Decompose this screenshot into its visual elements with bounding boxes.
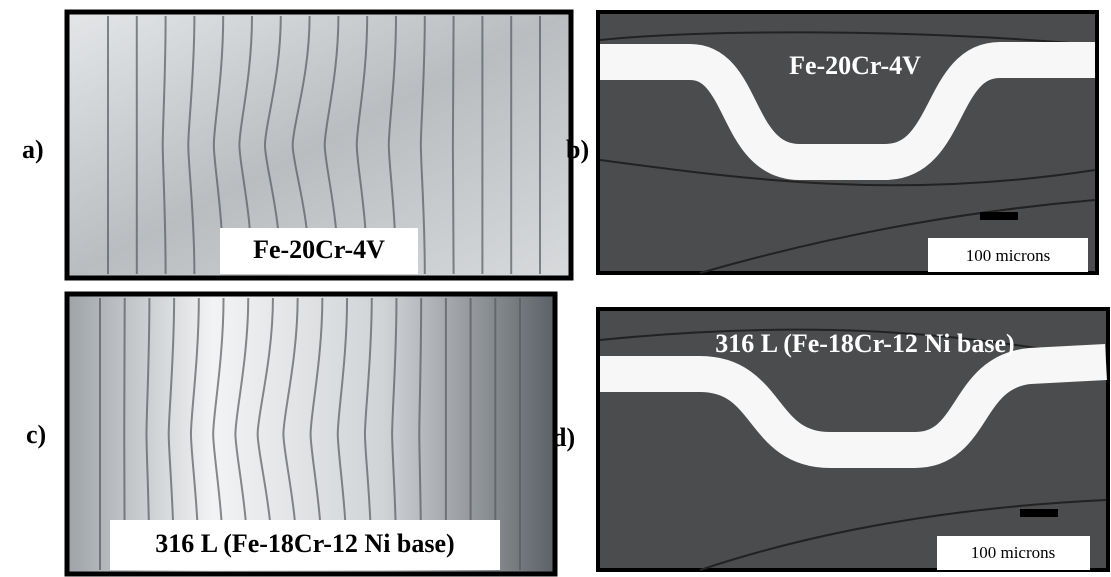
scale-bar bbox=[980, 212, 1018, 220]
groove bbox=[453, 16, 454, 274]
panel-d: 316 L (Fe-18Cr-12 Ni base) 100 microns d… bbox=[552, 309, 1108, 570]
panel-label: b) bbox=[566, 135, 589, 164]
scale-label: 100 microns bbox=[966, 246, 1051, 265]
panel-label: a) bbox=[22, 135, 44, 164]
panel-a: Fe-20Cr-4V a) bbox=[22, 12, 571, 278]
scale-label: 100 microns bbox=[971, 543, 1056, 562]
panel-b: Fe-20Cr-4V 100 microns b) bbox=[566, 12, 1097, 273]
scale-bar bbox=[1020, 509, 1058, 517]
caption: 316 L (Fe-18Cr-12 Ni base) bbox=[155, 529, 454, 558]
caption: Fe-20Cr-4V bbox=[253, 235, 385, 264]
figure: Fe-20Cr-4V a) Fe-20Cr-4V 100 microns b) … bbox=[0, 0, 1111, 577]
panel-label: d) bbox=[552, 423, 575, 452]
caption: Fe-20Cr-4V bbox=[789, 51, 921, 80]
panel-c: 316 L (Fe-18Cr-12 Ni base) c) bbox=[26, 294, 555, 574]
caption: 316 L (Fe-18Cr-12 Ni base) bbox=[715, 329, 1014, 358]
panel-label: c) bbox=[26, 420, 46, 449]
